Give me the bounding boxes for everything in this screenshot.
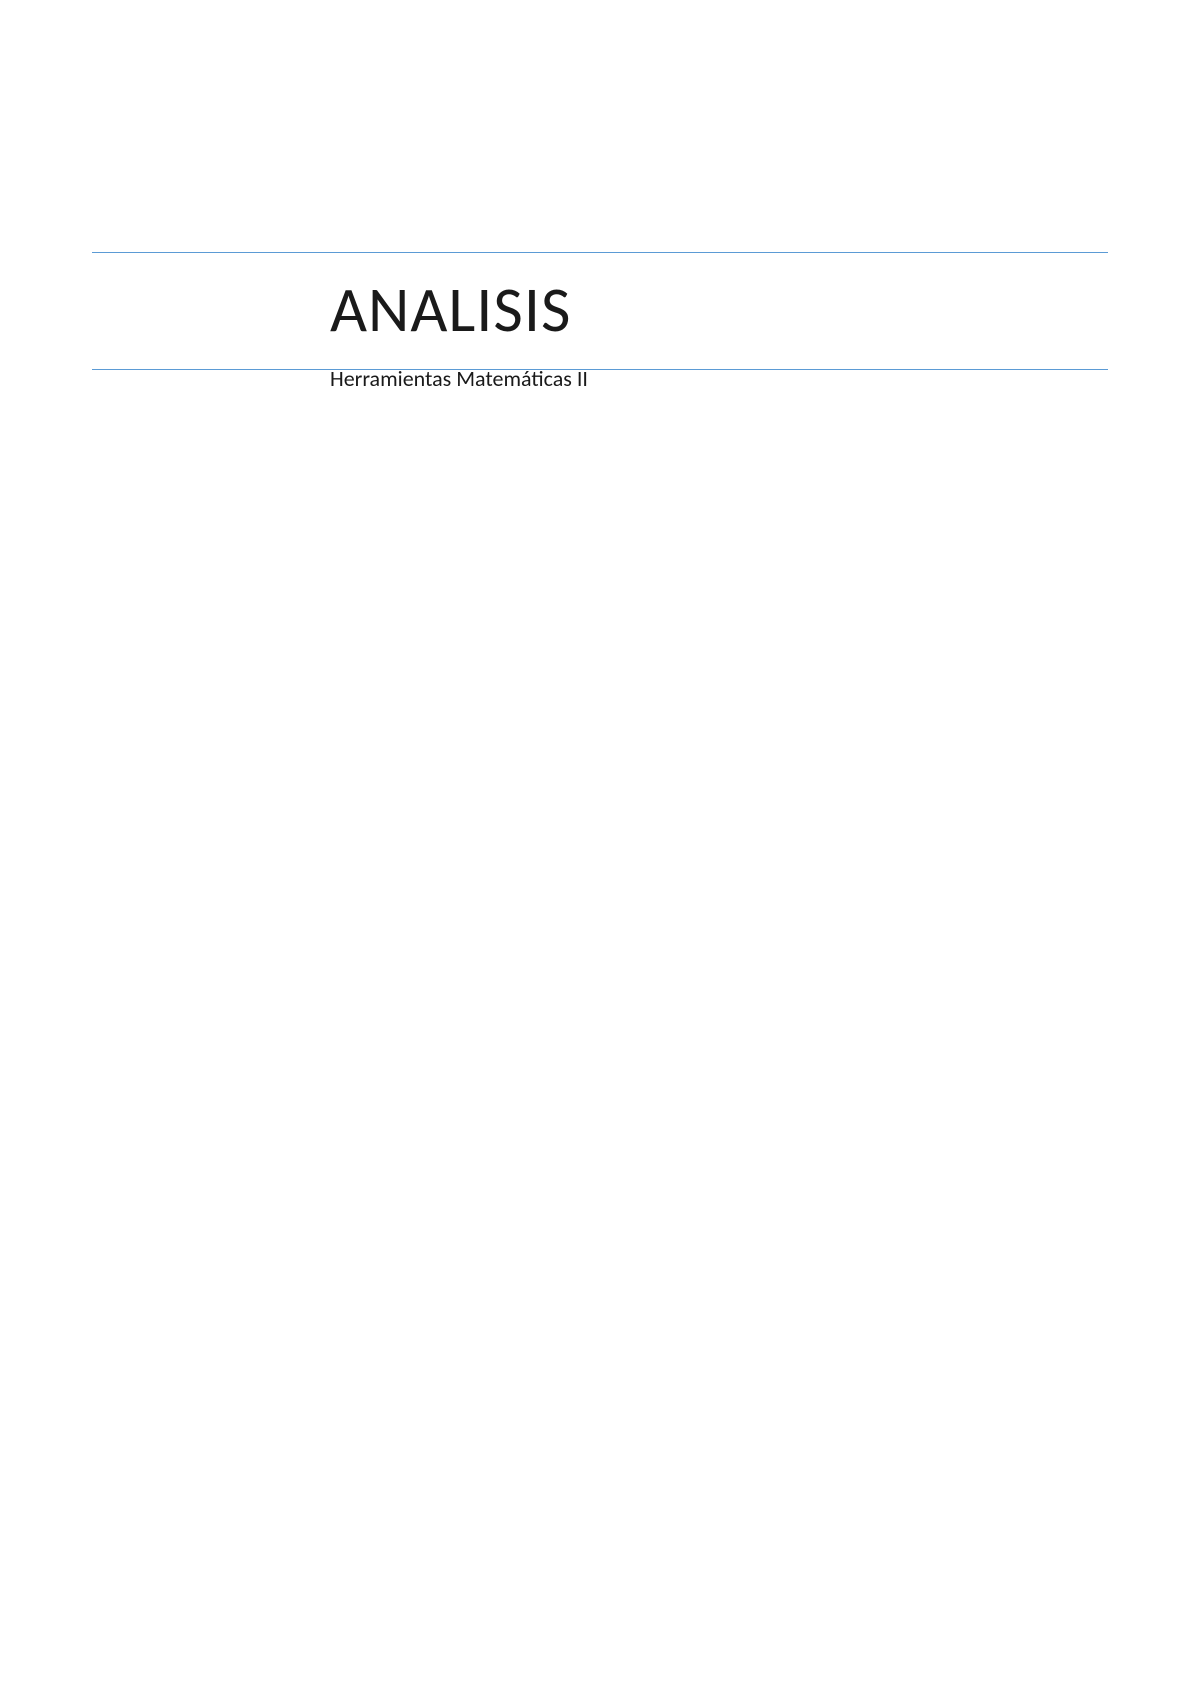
document-subtitle: Herramientas Matemáticas II — [330, 365, 588, 392]
document-title: ANALISIS — [92, 271, 1108, 349]
document-page: ANALISIS Herramientas Matemáticas II — [0, 0, 1200, 1698]
title-container: ANALISIS — [92, 252, 1108, 370]
